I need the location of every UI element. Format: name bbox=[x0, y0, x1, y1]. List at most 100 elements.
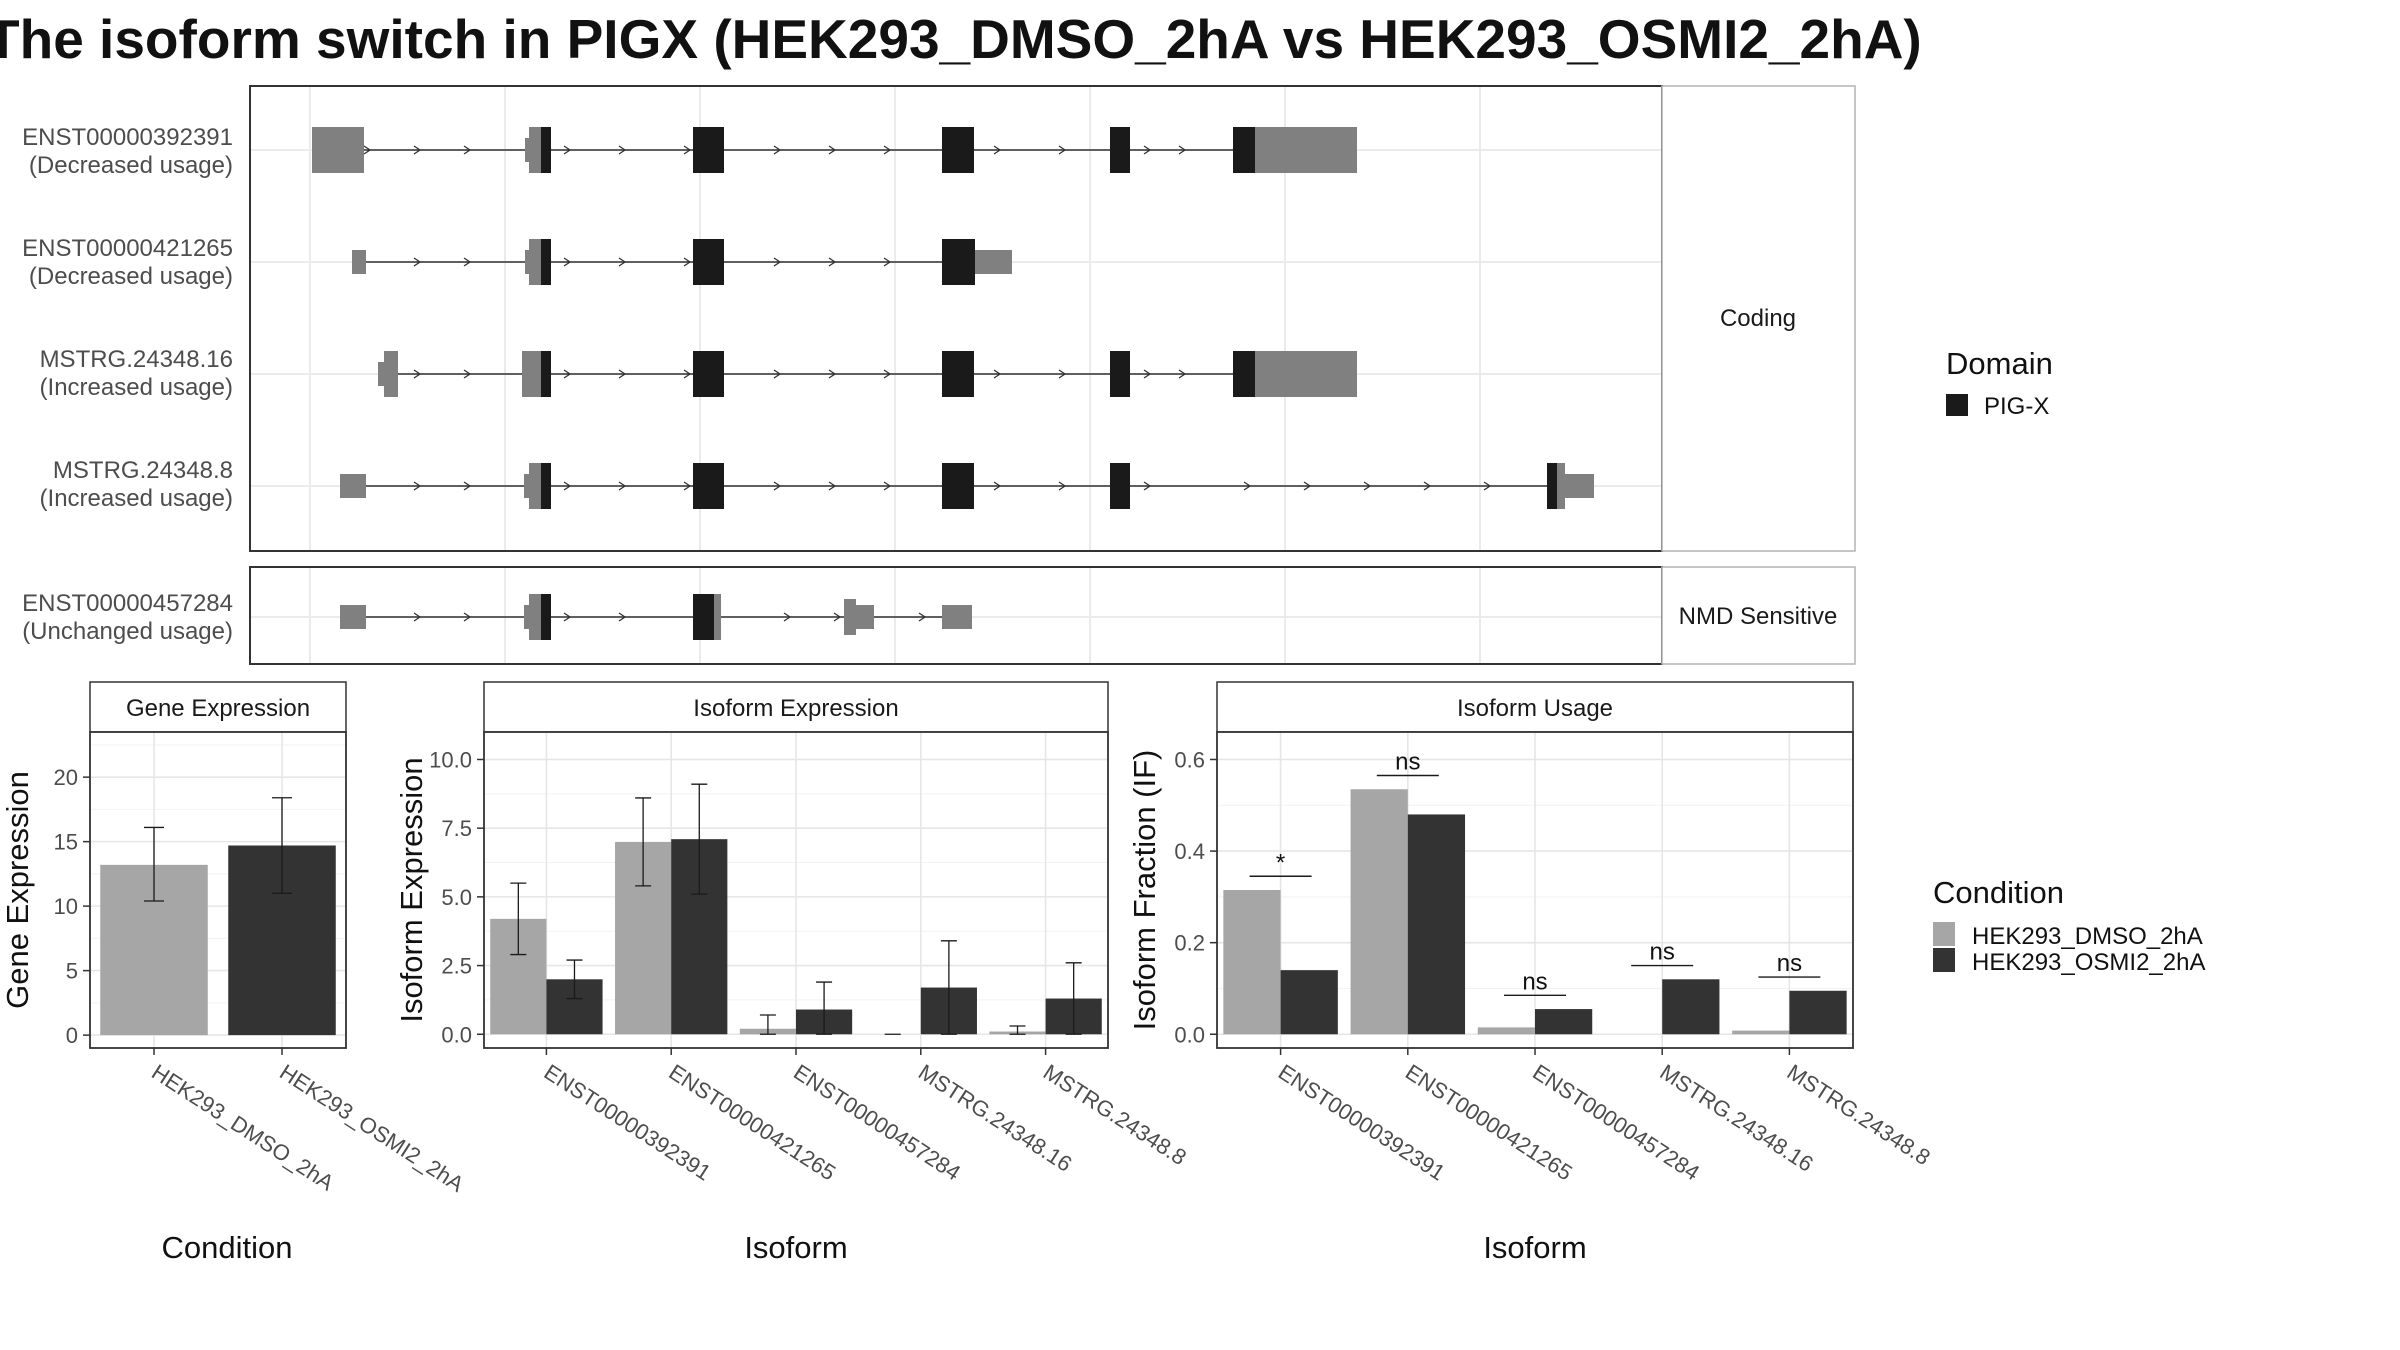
bar bbox=[1280, 970, 1338, 1035]
isoform-id: ENST00000421265 bbox=[22, 235, 233, 262]
strip-box bbox=[89, 681, 347, 733]
significance-label: ns bbox=[1395, 749, 1420, 776]
direction-arrow bbox=[618, 612, 627, 622]
domain-exon bbox=[693, 594, 714, 640]
y-tick-label: 5 bbox=[66, 959, 78, 984]
domain-exon bbox=[541, 239, 551, 285]
y-tick-label: 0.0 bbox=[441, 1022, 472, 1047]
direction-arrow bbox=[683, 481, 692, 491]
direction-arrow bbox=[463, 257, 472, 267]
domain-legend-title: Domain bbox=[1946, 346, 2053, 381]
exon-block bbox=[529, 239, 541, 285]
y-tick-label: 2.5 bbox=[441, 954, 472, 979]
panel-isoform-expression: Isoform Expression0.02.55.07.510.0ENST00… bbox=[394, 681, 1191, 1265]
domain-exon bbox=[942, 127, 974, 173]
error-bar bbox=[510, 882, 527, 956]
y-tick-label: 7.5 bbox=[441, 816, 472, 841]
y-tick-label: 0.4 bbox=[1174, 839, 1205, 864]
isoform-usage: (Increased usage) bbox=[40, 485, 233, 512]
exon-block bbox=[525, 250, 529, 274]
direction-arrow bbox=[463, 145, 472, 155]
direction-arrow bbox=[1058, 369, 1067, 379]
direction-arrow bbox=[563, 369, 572, 379]
transcript-structure-plot: Coding NMD Sensitive ENST00000392391 (De… bbox=[22, 85, 1856, 665]
significance-label: * bbox=[1276, 849, 1285, 876]
isoform-usage: (Increased usage) bbox=[40, 374, 233, 401]
direction-arrow bbox=[1178, 369, 1187, 379]
domain-exon bbox=[541, 594, 551, 640]
direction-arrow bbox=[413, 145, 422, 155]
error-bar bbox=[1065, 962, 1082, 1035]
exon-block bbox=[340, 474, 366, 498]
domain-exon bbox=[693, 239, 724, 285]
exon-block bbox=[1557, 463, 1565, 509]
direction-arrow bbox=[1143, 145, 1152, 155]
exon-block bbox=[524, 605, 529, 629]
direction-arrow bbox=[828, 481, 837, 491]
direction-arrow bbox=[773, 257, 782, 267]
isoform-id: ENST00000392391 bbox=[22, 124, 233, 151]
direction-arrow bbox=[463, 481, 472, 491]
isoform-track-5 bbox=[340, 594, 972, 640]
error-bar bbox=[566, 959, 583, 1000]
strip-label: Gene Expression bbox=[126, 695, 310, 722]
domain-legend-swatch bbox=[1946, 394, 1968, 416]
domain-exon bbox=[1233, 351, 1255, 397]
error-bar bbox=[144, 826, 164, 902]
direction-arrow bbox=[1143, 369, 1152, 379]
isoform-usage: (Unchanged usage) bbox=[22, 618, 233, 645]
error-bar bbox=[1009, 1025, 1026, 1035]
direction-arrow bbox=[833, 612, 842, 622]
direction-arrow bbox=[463, 369, 472, 379]
condition-legend-swatch-osmi bbox=[1933, 948, 1955, 972]
isoform-id: MSTRG.24348.16 bbox=[40, 346, 233, 373]
condition-legend-label-osmi: HEK293_OSMI2_2hA bbox=[1972, 949, 2205, 976]
exon-block bbox=[1565, 474, 1594, 498]
direction-arrow bbox=[828, 145, 837, 155]
strip-coding bbox=[1661, 85, 1856, 552]
x-axis-title: Condition bbox=[162, 1230, 293, 1265]
direction-arrow bbox=[1178, 145, 1187, 155]
direction-arrow bbox=[683, 145, 692, 155]
exon-block bbox=[1265, 351, 1357, 397]
direction-arrow bbox=[773, 481, 782, 491]
strip-nmd bbox=[1661, 566, 1856, 665]
bar bbox=[1789, 990, 1847, 1035]
direction-arrow bbox=[363, 145, 372, 155]
isoform-track-2 bbox=[352, 239, 1012, 285]
isoform-id: ENST00000457284 bbox=[22, 590, 233, 617]
direction-arrow bbox=[1058, 145, 1067, 155]
direction-arrow bbox=[413, 369, 422, 379]
direction-arrow bbox=[563, 612, 572, 622]
bar bbox=[1407, 814, 1466, 1035]
error-bar bbox=[691, 783, 708, 895]
isoform-label-2: ENST00000421265 (Decreased usage) bbox=[22, 235, 233, 290]
direction-arrow bbox=[618, 257, 627, 267]
domain-exon bbox=[693, 127, 724, 173]
exon-block bbox=[529, 463, 541, 509]
domain-exon bbox=[1110, 127, 1130, 173]
y-axis-title: Gene Expression bbox=[0, 771, 35, 1009]
direction-arrow bbox=[683, 369, 692, 379]
direction-arrow bbox=[773, 145, 782, 155]
exon-block bbox=[856, 605, 874, 629]
direction-arrow bbox=[413, 481, 422, 491]
y-axis-title: Isoform Expression bbox=[394, 757, 429, 1022]
direction-arrow bbox=[563, 481, 572, 491]
condition-legend-swatch-dmso bbox=[1933, 922, 1955, 946]
domain-legend-label: PIG-X bbox=[1984, 393, 2049, 420]
direction-arrow bbox=[773, 369, 782, 379]
domain-exon bbox=[693, 351, 724, 397]
expression-charts: Gene Expression05101520HEK293_DMSO_2hAHE… bbox=[0, 681, 1935, 1265]
strip-box bbox=[483, 681, 1109, 733]
direction-arrow bbox=[618, 369, 627, 379]
exon-block bbox=[714, 594, 721, 640]
panel-border bbox=[89, 731, 347, 1049]
significance-label: ns bbox=[1650, 939, 1675, 966]
direction-arrow bbox=[883, 369, 892, 379]
domain-exon bbox=[541, 351, 551, 397]
error-bar bbox=[272, 797, 292, 894]
domain-exon bbox=[1547, 463, 1557, 509]
exon-block bbox=[1265, 127, 1357, 173]
